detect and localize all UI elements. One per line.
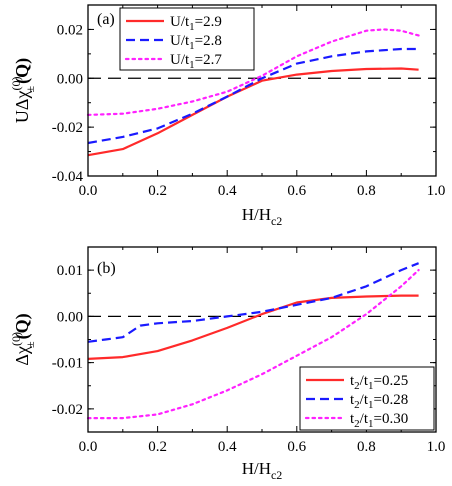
- series-line-1: [87, 67, 419, 157]
- x-axis-title: H/Hc2: [242, 459, 283, 482]
- panel-a: 0.0 0.2 0.4 0.6 0.8 1.0 -0.04 -0.02 0.00 0.02 H/Hc…: [9, 4, 446, 228]
- legend-entry-label: t2/t1=0.25: [350, 373, 408, 392]
- y-tick-label: -0.04: [52, 169, 84, 185]
- y-tick-label: 0.01: [57, 263, 83, 279]
- panel-b: 0.0 0.2 0.4 0.6 0.8 1.0 -0.02 -0.01 0.00 0.01 H/Hc…: [9, 246, 446, 482]
- legend-entry-label: t2/t1=0.30: [350, 411, 408, 430]
- y-tick-label: -0.02: [52, 120, 83, 136]
- y-tick-label: -0.01: [52, 356, 83, 372]
- x-tick-label: 0.4: [218, 183, 237, 199]
- x-tick-label: 0.8: [357, 183, 376, 199]
- x-tick-label: 0.0: [79, 183, 98, 199]
- x-tick-label: 0.8: [357, 439, 376, 455]
- legend-entry-label: U/t1=2.8: [170, 33, 222, 52]
- panel-label: (a): [97, 11, 115, 28]
- series-line-1: [87, 294, 419, 360]
- x-axis-title: H/Hc2: [242, 205, 283, 228]
- legend: U/t1=2.9U/t1=2.8U/t1=2.7: [119, 7, 255, 71]
- series-line-3: [86, 28, 420, 117]
- y-axis-title: Δχ(0)±(Q): [9, 313, 37, 365]
- x-tick-label: 1.0: [427, 183, 446, 199]
- legend-entry-label: U/t1=2.7: [170, 52, 222, 71]
- y-tick-label: 0.02: [57, 22, 83, 38]
- x-tick-label: 0.6: [287, 439, 306, 455]
- series-line-3: [86, 269, 420, 420]
- x-tick-label: 0.0: [79, 439, 98, 455]
- legend-entry-label: t2/t1=0.28: [350, 392, 408, 411]
- x-tick-label: 0.4: [218, 439, 237, 455]
- y-tick-label: 0.00: [57, 309, 83, 325]
- panel-label: (b): [97, 260, 116, 277]
- x-tick-label: 1.0: [427, 439, 446, 455]
- legend-entry-label: U/t1=2.9: [170, 14, 222, 33]
- x-tick-label: 0.2: [148, 183, 167, 199]
- x-tick-label: 0.6: [287, 183, 306, 199]
- x-tick-label: 0.2: [148, 439, 167, 455]
- series-line-2: [87, 47, 419, 145]
- y-tick-label: 0.00: [57, 71, 83, 87]
- y-axis-title: UΔχ(0)±(Q): [9, 58, 37, 123]
- series-line-2: [87, 262, 420, 343]
- y-tick-label: -0.02: [52, 402, 83, 418]
